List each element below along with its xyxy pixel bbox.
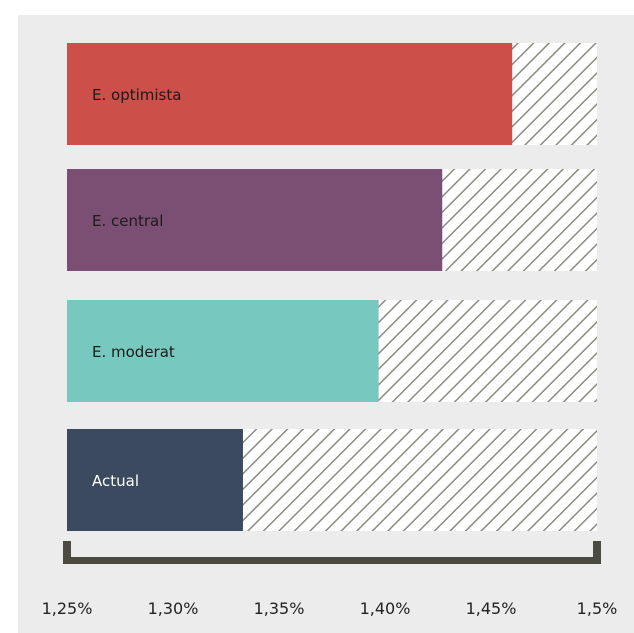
bar-label-actual: Actual: [92, 472, 139, 490]
x-tick-label: 1,25%: [42, 599, 93, 618]
axis-bracket-left: [63, 541, 71, 564]
bar-label-e-moderat: E. moderat: [92, 343, 175, 361]
x-tick-label: 1,30%: [148, 599, 199, 618]
bar-label-e-central: E. central: [92, 212, 163, 230]
x-tick-label: 1,5%: [577, 599, 618, 618]
bar-e-optimista: [67, 43, 513, 145]
bar-e-central: [67, 169, 443, 271]
axis-bracket-right: [593, 541, 601, 564]
bars-layer: E. optimista E. central E. moderat Actual: [67, 43, 597, 531]
bar-actual: [67, 429, 243, 531]
x-tick-label: 1,35%: [254, 599, 305, 618]
bar-e-moderat: [67, 300, 379, 402]
x-tick-label: 1,45%: [466, 599, 517, 618]
bar-label-e-optimista: E. optimista: [92, 86, 181, 104]
x-axis: 1,25% 1,30% 1,35% 1,40% 1,45% 1,5%: [42, 541, 618, 618]
axis-bracket-base: [63, 557, 601, 564]
x-tick-label: 1,40%: [360, 599, 411, 618]
